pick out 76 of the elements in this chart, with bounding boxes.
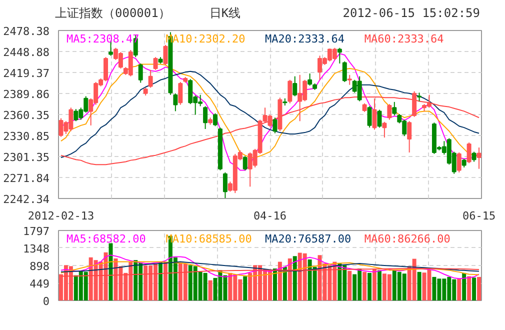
candlestick [387, 104, 392, 120]
y-tick-label: 1797 [23, 225, 50, 238]
bar [282, 266, 287, 300]
series-label: MA5:68582.00 [66, 232, 146, 246]
bar [164, 262, 168, 300]
candlestick [392, 101, 397, 116]
bar [368, 272, 372, 300]
candlestick [138, 63, 143, 84]
candlestick [222, 172, 228, 198]
line-series [60, 261, 480, 277]
candlestick [163, 44, 168, 66]
y-tick-label: 2389.86 [3, 88, 50, 102]
candlestick [213, 112, 218, 127]
line-series [60, 268, 480, 277]
y-tick-label: 2419.37 [3, 67, 50, 80]
bar [288, 258, 292, 300]
bar [158, 262, 163, 300]
y-tick-label: 2242.34 [3, 193, 50, 206]
y-tick-label: 2360.35 [3, 109, 50, 122]
candlestick [347, 74, 352, 86]
bar [462, 272, 466, 300]
candlestick [148, 69, 153, 88]
candlestick [382, 121, 387, 138]
y-tick-label: 2301.35 [3, 151, 50, 164]
candlestick [412, 90, 417, 118]
candlestick [472, 151, 476, 162]
line-series [60, 254, 480, 280]
candlestick [272, 117, 278, 134]
candlestick [407, 120, 412, 153]
y-tick-label: 898 [30, 260, 50, 274]
bar [348, 270, 352, 300]
text: MA60:2333.64 [364, 32, 444, 46]
text: MA60:86266.00 [364, 232, 450, 246]
candlestick [367, 106, 372, 128]
text: MA20:2333.64 [265, 32, 345, 46]
candlestick [203, 106, 208, 130]
y-tick-label: 2478.38 [3, 25, 50, 38]
bar [292, 256, 297, 300]
candlestick [242, 156, 248, 171]
candlestick [476, 146, 482, 170]
x-tick-label: 06-15 [462, 210, 496, 222]
y-tick-label: 2448.88 [3, 46, 50, 59]
candlestick [153, 56, 158, 70]
candlestick [342, 60, 347, 83]
bar [272, 268, 277, 300]
bar [377, 270, 382, 300]
y-tick-label: 449 [30, 278, 50, 291]
line-series [60, 261, 480, 272]
bar [467, 276, 472, 300]
candlestick [292, 76, 298, 97]
x-tick-label: 2012-02-13 [28, 210, 94, 222]
text: 2012-06-15 15:02:59 [342, 5, 480, 22]
y-tick-label: 1348 [23, 242, 50, 256]
y-tick-label: 2271.84 [3, 172, 50, 186]
bar [472, 278, 476, 300]
bar [243, 276, 248, 300]
y-tick-label: 0 [42, 295, 50, 308]
candlestick [456, 152, 462, 173]
bar [362, 272, 367, 300]
bar [208, 280, 212, 300]
candlestick [178, 82, 183, 106]
chart-subtitle: 日K线 [209, 6, 241, 20]
chart-title: 上证指数（000001） [55, 5, 170, 22]
bar [457, 278, 462, 300]
candlestick [337, 47, 342, 64]
bar [477, 276, 481, 300]
series-label: MA20:76587.00 [265, 232, 352, 246]
candlestick [288, 79, 292, 104]
x-tick-label: 04-16 [253, 210, 287, 222]
candlestick [173, 92, 178, 112]
candlestick [377, 109, 382, 128]
bar [417, 272, 422, 300]
candlestick [466, 142, 472, 164]
candlestick [308, 72, 312, 86]
bar [372, 268, 376, 300]
y-tick-label: 2330.85 [3, 130, 50, 144]
